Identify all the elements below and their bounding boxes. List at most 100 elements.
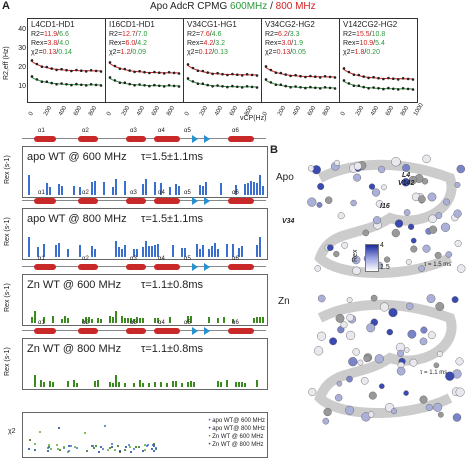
chi-point — [116, 444, 119, 447]
colorbar — [365, 244, 379, 272]
rex-bar — [145, 179, 147, 195]
cpmg-point — [392, 77, 395, 80]
residue-sphere — [368, 391, 377, 400]
rex-panel-label: Zn WT @ 600 MHz — [27, 279, 122, 291]
cpmg-point — [255, 74, 259, 77]
chi-point — [138, 446, 141, 449]
cpmg-point — [80, 69, 83, 72]
cpmg-rex: Rex=10.9/5.4 — [343, 40, 385, 47]
helix-marker — [126, 198, 146, 204]
helix-marker — [228, 328, 254, 334]
title-sep: / — [270, 1, 273, 12]
x-tick-label: 600 — [307, 105, 318, 117]
rex-bar — [91, 318, 93, 323]
cpmg-point — [347, 82, 351, 85]
x-tick-label: 600 — [385, 105, 396, 117]
cpmg-point — [377, 87, 380, 90]
cpmg-point — [89, 83, 93, 86]
residue-sphere — [307, 197, 317, 207]
chi-point — [84, 431, 87, 434]
residue-sphere — [329, 337, 337, 346]
cpmg-point — [177, 85, 181, 88]
helix-label: α5 — [184, 190, 191, 196]
cpmg-point — [65, 83, 68, 86]
cpmg-rex: Rex=3.8/4.0 — [31, 40, 69, 47]
x-tick-label: 0 — [106, 111, 113, 117]
cpmg-point — [99, 70, 103, 73]
tau-apo: τ = 1.5 ms — [424, 262, 452, 268]
cpmg-point — [50, 67, 53, 70]
x-tick-label: 0 — [340, 111, 347, 117]
rex-bar — [199, 185, 201, 195]
chi-point — [135, 446, 138, 449]
cpmg-point — [94, 83, 98, 87]
rex-bar — [148, 382, 150, 387]
rex-bar — [31, 317, 33, 323]
title-prefix: Apo AdcR CPMG — [150, 1, 228, 12]
residue-sphere — [406, 302, 414, 310]
rex-bar — [241, 381, 243, 387]
residue-sphere — [452, 413, 462, 422]
residue-sphere — [322, 417, 330, 425]
secondary-structure: α1 α2 α3 α4 α5 α6 — [22, 128, 266, 144]
chi-point — [28, 439, 31, 442]
rex-bar — [178, 185, 180, 195]
residue-sphere — [403, 390, 409, 396]
panel-a-yticks: 40 30 20 10 — [18, 26, 26, 90]
rex-bar — [262, 316, 264, 323]
residue-sphere — [454, 182, 461, 188]
cpmg-point — [172, 71, 176, 75]
cpmg-point — [304, 75, 307, 79]
residue-sphere — [352, 266, 361, 276]
rex-bar — [58, 184, 60, 195]
residue-sphere — [370, 294, 378, 302]
rex-ylabel: Rex (s-1) — [4, 217, 11, 246]
rex-bar — [253, 318, 255, 323]
cpmg-point — [342, 67, 346, 70]
rex-bar — [181, 248, 183, 257]
chi-point — [50, 447, 53, 450]
secondary-structure: α1 α2 α3 α4 α5 α6 — [22, 256, 266, 272]
residue-sphere — [422, 154, 431, 164]
helix-label: α5 — [184, 128, 191, 134]
cpmg-point — [387, 76, 390, 80]
cpmg-point — [94, 69, 98, 73]
cpmg-point — [113, 79, 117, 82]
helix-marker — [228, 136, 254, 142]
cpmg-point — [269, 81, 273, 84]
protein-ribbon — [314, 299, 457, 418]
residue-sphere — [401, 178, 411, 187]
helix-marker — [34, 328, 56, 334]
rex-bar — [34, 311, 36, 323]
residue-sphere — [350, 199, 357, 207]
cpmg-point — [60, 67, 63, 71]
cpmg-point — [294, 73, 297, 77]
residue-sphere — [410, 237, 417, 244]
residue-sphere — [353, 173, 362, 182]
rex-bar — [196, 243, 198, 257]
residue-sphere — [403, 209, 411, 216]
rex-bar — [211, 246, 213, 257]
rex-bar — [187, 316, 189, 323]
cpmg-point — [367, 87, 370, 90]
legend-item: • Zn WT @ 600 MHz — [208, 434, 264, 440]
rex-bar — [67, 318, 69, 323]
chi-point — [108, 446, 111, 449]
residue-sphere — [345, 405, 354, 415]
cpmg-r2: R2=11.9/6.6 — [31, 31, 69, 38]
strand-arrow — [192, 263, 198, 271]
chi-point — [153, 450, 156, 453]
chi-point — [151, 443, 154, 446]
rex-panel-tau: τ=1.1±0.8ms — [141, 343, 204, 355]
rex-bar — [175, 381, 177, 387]
cpmg-chi: χ2=0.12/0.13 — [187, 49, 228, 56]
residue-sphere — [396, 366, 406, 376]
residue-sphere — [360, 377, 369, 385]
cpmg-point — [382, 87, 385, 91]
cpmg-point — [186, 77, 190, 80]
cpmg-chi: χ2=0.13/0.14 — [31, 49, 72, 56]
x-tick-label: 1000 — [413, 102, 425, 117]
helix-label: α5 — [184, 320, 191, 326]
chi-point — [123, 448, 126, 451]
residue-sphere — [381, 184, 387, 191]
